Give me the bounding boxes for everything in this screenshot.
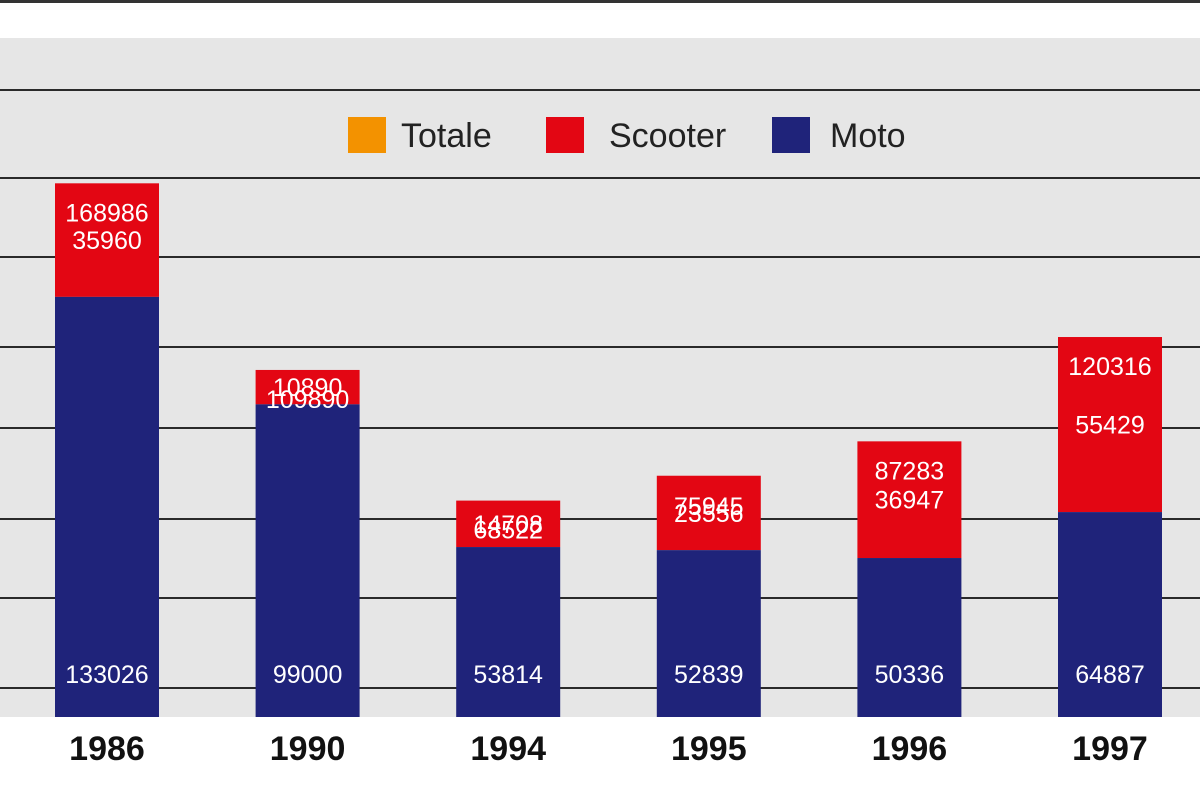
legend-swatch-scooter (546, 117, 584, 153)
bar-moto-1997 (1058, 512, 1162, 717)
bar-moto-1994 (456, 547, 561, 717)
data-label-moto-1986: 133026 (65, 661, 148, 689)
data-label-scooter-1990: 10890 (273, 374, 343, 402)
data-label-moto-1990: 99000 (273, 661, 343, 689)
data-label-moto-1994: 53814 (473, 661, 543, 689)
legend-swatch-totale (348, 117, 386, 153)
x-tick-label-1997: 1997 (1072, 730, 1148, 768)
data-label-moto-1995: 52839 (674, 661, 744, 689)
x-tick-label-1996: 1996 (872, 730, 948, 768)
data-label-scooter-1997: 55429 (1075, 412, 1145, 440)
x-tick-label-group: 1986 1990 1994 1995 1996 1997 (69, 730, 1148, 768)
legend-swatch-moto (772, 117, 810, 153)
bar-scooter-1986 (55, 183, 159, 297)
data-label-totale-1994: 68522 (473, 517, 543, 545)
bar-moto-1990 (255, 404, 360, 717)
bar-scooter-1990 (255, 369, 360, 405)
legend-label-scooter: Scooter (609, 117, 726, 155)
bar-scooter-1994 (456, 500, 561, 548)
data-label-scooter-1995: 23556 (674, 500, 744, 528)
bar-moto-1986 (55, 296, 159, 717)
plot-background (0, 38, 1200, 717)
bar-moto-1995 (656, 550, 761, 717)
x-tick-label-1990: 1990 (270, 730, 346, 768)
legend: Totale Scooter Moto (348, 117, 906, 155)
bar-scooter-1996 (857, 441, 962, 559)
top-border (0, 0, 1200, 3)
x-tick-label-1995: 1995 (671, 730, 747, 768)
data-label-moto-1996: 50336 (875, 661, 945, 689)
gridlines (0, 89, 1200, 689)
legend-label-moto: Moto (830, 117, 906, 155)
bottom-strip (0, 717, 1200, 799)
data-label-moto-1997: 64887 (1075, 661, 1145, 689)
data-label-totale-1995: 75945 (674, 493, 744, 521)
data-label-totale-1990: 109890 (266, 386, 349, 414)
bar-scooter-1997 (1058, 337, 1162, 513)
data-label-totale-1997: 120316 (1068, 353, 1151, 381)
data-label-scooter-1996: 36947 (875, 487, 945, 515)
data-label-scooter-1986: 35960 (72, 227, 142, 255)
legend-label-totale: Totale (401, 117, 492, 155)
data-label-totale-1986: 168986 (65, 199, 148, 227)
bar-moto-1996 (857, 558, 962, 717)
data-label-totale-1996: 87283 (875, 457, 945, 485)
x-tick-label-1986: 1986 (69, 730, 145, 768)
x-tick-label-1994: 1994 (470, 730, 546, 768)
data-label-scooter-1994: 14708 (473, 511, 543, 539)
bar-scooter-1995 (656, 475, 761, 551)
